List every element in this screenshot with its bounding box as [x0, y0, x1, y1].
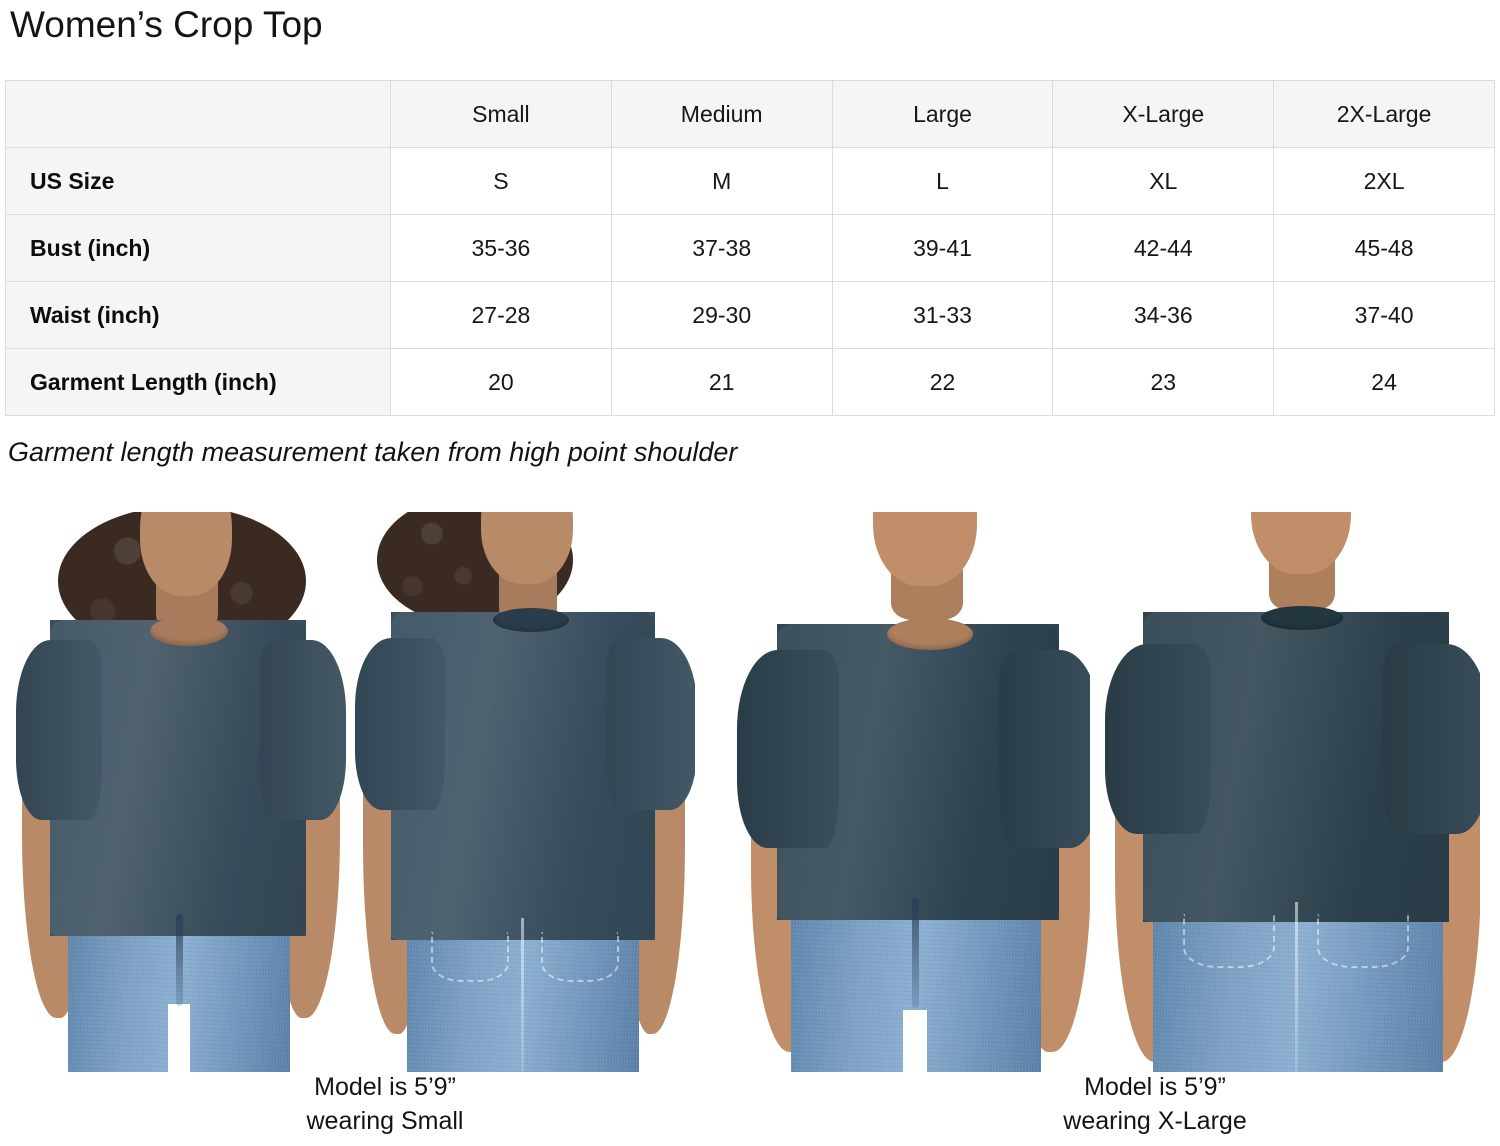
caption-small-line1: Model is 5’9” — [314, 1073, 456, 1101]
table-row-us-size: US Size S M L XL 2XL — [5, 147, 1495, 215]
table-header-row: Small Medium Large X-Large 2X-Large — [5, 80, 1495, 148]
cell-us-size-small: S — [390, 147, 612, 215]
table-corner-cell — [5, 80, 391, 148]
table-row-garment-length: Garment Length (inch) 20 21 22 23 24 — [5, 348, 1495, 416]
jeans-pocket-right — [1317, 914, 1409, 968]
model-photo-xlarge-back — [1105, 512, 1480, 1072]
cell-bust-medium: 37-38 — [610, 214, 833, 282]
cell-bust-2xlarge: 45-48 — [1273, 214, 1495, 282]
column-header-large: Large — [831, 80, 1054, 148]
caption-xlarge-line2: wearing X-Large — [1063, 1107, 1247, 1135]
jeans-fly-seam — [912, 898, 919, 1008]
jeans-pocket-left — [431, 932, 509, 982]
collar-neckline — [150, 616, 228, 646]
model-photo-small-front — [10, 512, 350, 1072]
jeans-fly-seam — [176, 914, 183, 1006]
collar-neckline — [1261, 606, 1343, 630]
cell-waist-medium: 29-30 — [610, 281, 833, 349]
garment-length-note: Garment length measurement taken from hi… — [8, 437, 738, 467]
sleeve-left — [355, 638, 445, 810]
caption-xlarge-line1: Model is 5’9” — [1084, 1073, 1226, 1101]
model-photo-xlarge-front — [735, 512, 1090, 1072]
collar-neckline — [493, 608, 569, 632]
jeans-pocket-left — [1183, 914, 1275, 968]
column-header-small: Small — [390, 80, 612, 148]
cell-us-size-medium: M — [610, 147, 833, 215]
cell-garment-length-small: 20 — [390, 348, 612, 416]
cell-garment-length-large: 22 — [831, 348, 1054, 416]
model-photo-strip — [0, 512, 1500, 1072]
size-chart-container: Small Medium Large X-Large 2X-Large US S… — [5, 80, 1495, 416]
size-chart-table: Small Medium Large X-Large 2X-Large US S… — [5, 80, 1495, 416]
row-label-bust: Bust (inch) — [5, 214, 391, 282]
head-shape — [481, 512, 573, 584]
cell-bust-large: 39-41 — [831, 214, 1054, 282]
collar-neckline — [887, 618, 973, 650]
jeans-leg-gap — [168, 1004, 190, 1072]
jeans-pocket-right — [541, 932, 619, 982]
column-header-xlarge: X-Large — [1052, 80, 1275, 148]
cell-us-size-large: L — [831, 147, 1054, 215]
row-label-us-size: US Size — [5, 147, 391, 215]
table-row-bust: Bust (inch) 35-36 37-38 39-41 42-44 45-4… — [5, 214, 1495, 282]
caption-small-line2: wearing Small — [306, 1107, 464, 1135]
model-photo-small-back — [355, 512, 695, 1072]
sleeve-left — [737, 650, 839, 848]
cell-garment-length-xlarge: 23 — [1052, 348, 1275, 416]
caption-xlarge: Model is 5’9” wearing X-Large — [955, 1070, 1355, 1138]
sleeve-right — [999, 650, 1090, 848]
cell-waist-2xlarge: 37-40 — [1273, 281, 1495, 349]
jeans-leg-gap — [903, 1010, 927, 1072]
row-label-waist: Waist (inch) — [5, 281, 391, 349]
cell-bust-small: 35-36 — [390, 214, 612, 282]
cell-bust-xlarge: 42-44 — [1052, 214, 1275, 282]
column-header-2xlarge: 2X-Large — [1273, 80, 1495, 148]
cell-us-size-2xlarge: 2XL — [1273, 147, 1495, 215]
sleeve-right — [1383, 644, 1480, 834]
cell-us-size-xlarge: XL — [1052, 147, 1275, 215]
head-shape — [140, 512, 232, 596]
page-title: Women’s Crop Top — [10, 4, 323, 45]
table-row-waist: Waist (inch) 27-28 29-30 31-33 34-36 37-… — [5, 281, 1495, 349]
sleeve-left — [16, 640, 102, 820]
caption-small: Model is 5’9” wearing Small — [185, 1070, 585, 1138]
column-header-medium: Medium — [610, 80, 833, 148]
jeans-center-seam — [1295, 902, 1298, 1072]
cell-garment-length-2xlarge: 24 — [1273, 348, 1495, 416]
cell-waist-large: 31-33 — [831, 281, 1054, 349]
cell-waist-xlarge: 34-36 — [1052, 281, 1275, 349]
sleeve-left — [1105, 644, 1211, 834]
row-label-garment-length: Garment Length (inch) — [5, 348, 391, 416]
jeans-center-seam — [521, 918, 524, 1072]
head-shape — [1251, 512, 1351, 574]
sleeve-right — [607, 638, 695, 810]
cell-waist-small: 27-28 — [390, 281, 612, 349]
cell-garment-length-medium: 21 — [610, 348, 833, 416]
sleeve-right — [260, 640, 346, 820]
